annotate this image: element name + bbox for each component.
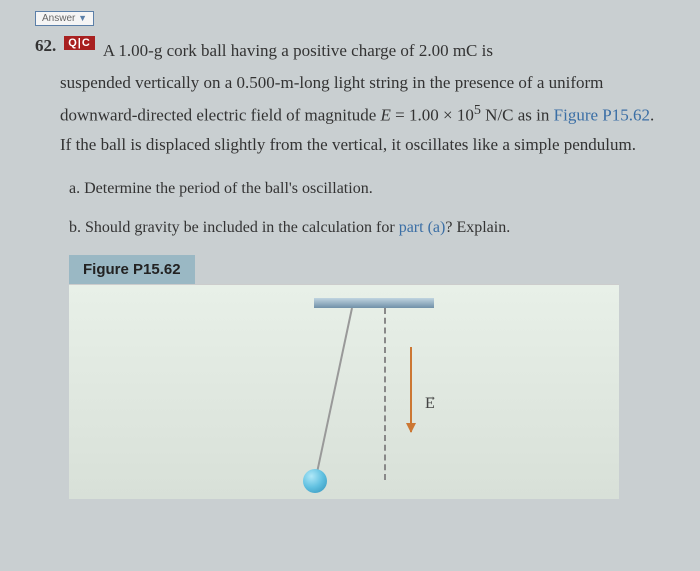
problem-body: suspended vertically on a 0.500-m-long l… — [35, 68, 665, 160]
chevron-down-icon: ▼ — [78, 13, 87, 23]
part-b-text1: Should gravity be included in the calcul… — [85, 219, 399, 236]
problem-block: 62. Q|C A 1.00-g cork ball having a posi… — [20, 36, 680, 499]
vertical-dashed-line — [384, 308, 386, 480]
part-b-label: b. — [69, 215, 81, 241]
electric-field-label: → E — [425, 395, 435, 413]
support-bar — [314, 298, 434, 308]
part-b-text2: ? Explain. — [445, 219, 510, 236]
part-a-text: Determine the period of the ball's oscil… — [84, 180, 373, 197]
equation-unit: N/C — [481, 105, 514, 124]
equation-equals: = 1.00 × 10 — [391, 105, 474, 124]
part-a-link[interactable]: part (a) — [399, 219, 446, 236]
figure-diagram: → E — [69, 284, 619, 499]
pendulum-string — [315, 308, 353, 480]
problem-header: 62. Q|C A 1.00-g cork ball having a posi… — [35, 36, 665, 66]
electric-field-arrow — [410, 347, 412, 432]
part-a: a. Determine the period of the ball's os… — [69, 176, 665, 202]
part-a-label: a. — [69, 176, 80, 202]
vector-arrow-icon: → — [425, 389, 437, 404]
answer-tab-label: Answer — [42, 13, 75, 24]
problem-text-line1: A 1.00-g cork ball having a positive cha… — [103, 36, 493, 66]
cork-ball — [303, 469, 327, 493]
part-b: b. Should gravity be included in the cal… — [69, 215, 665, 241]
figure-label: Figure P15.62 — [69, 255, 195, 284]
qic-badge: Q|C — [64, 36, 95, 50]
problem-parts: a. Determine the period of the ball's os… — [35, 176, 665, 241]
figure-section: Figure P15.62 → E — [35, 255, 665, 499]
equation-variable: E — [381, 105, 391, 124]
answer-tab[interactable]: Answer ▼ — [35, 11, 94, 26]
equation-exponent: 5 — [474, 102, 481, 118]
problem-text-body2: as in — [514, 105, 554, 124]
figure-link[interactable]: Figure P15.62 — [554, 105, 650, 124]
problem-number: 62. — [35, 36, 56, 56]
